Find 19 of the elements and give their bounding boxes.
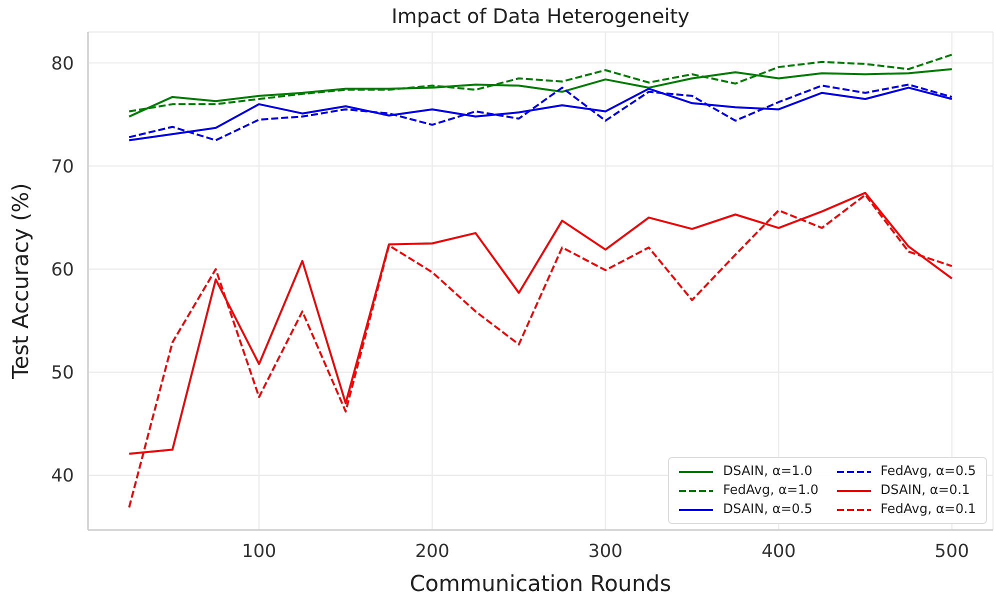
y-tick-label: 70	[51, 156, 74, 178]
legend-label: FedAvg, α=1.0	[723, 483, 818, 498]
y-tick-label: 40	[51, 466, 74, 487]
y-tick-label: 80	[51, 53, 74, 74]
x-tick-label: 100	[242, 540, 276, 562]
x-tick-label: 400	[761, 540, 796, 562]
legend-label: FedAvg, α=0.5	[880, 464, 976, 479]
legend-label: DSAIN, α=1.0	[723, 464, 812, 479]
legend-label: DSAIN, α=0.1	[880, 483, 970, 498]
x-tick-label: 500	[934, 540, 970, 562]
legend-label: DSAIN, α=0.5	[723, 502, 812, 517]
chart-title: Impact of Data Heterogeneity	[390, 4, 690, 28]
x-tick-label: 200	[415, 540, 450, 562]
y-tick-label: 50	[51, 362, 74, 384]
y-axis-title: Test Accuracy (%)	[8, 183, 34, 380]
x-tick-label: 300	[588, 540, 623, 562]
y-tick-label: 60	[51, 260, 74, 281]
x-axis-title: Communication Rounds	[410, 572, 672, 597]
legend-label: FedAvg, α=0.1	[880, 502, 976, 517]
